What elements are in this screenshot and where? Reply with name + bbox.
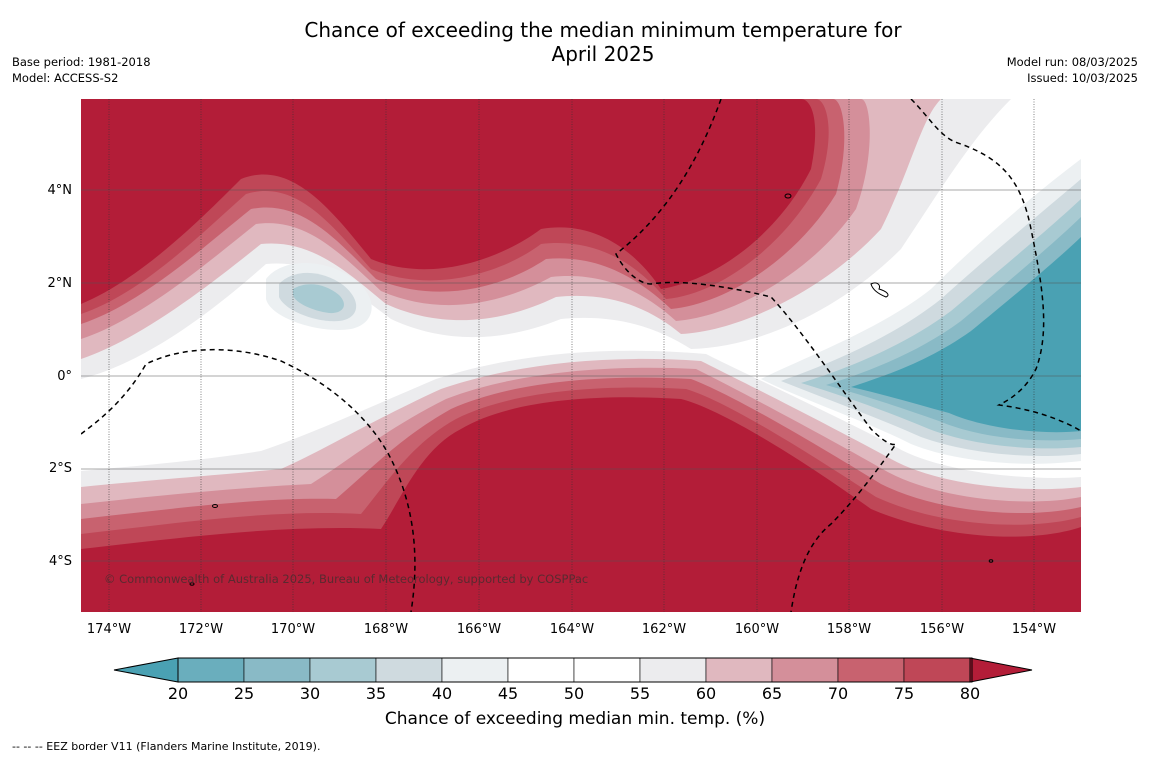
colorbar-cells bbox=[113, 657, 1033, 683]
colorbar-cell bbox=[177, 657, 245, 683]
lon-label-170w: 170°W bbox=[270, 622, 316, 637]
base-period: Base period: 1981-2018 bbox=[12, 55, 151, 69]
colorbar-frame bbox=[177, 657, 973, 683]
colorbar-tick-65: 65 bbox=[761, 684, 783, 703]
colorbar-cell bbox=[243, 657, 311, 683]
colorbar-tick-75: 75 bbox=[893, 684, 915, 703]
colorbar-tick-80: 80 bbox=[959, 684, 981, 703]
islands bbox=[189, 193, 994, 586]
title-line-2: April 2025 bbox=[551, 42, 655, 66]
colorbar-tick-40: 40 bbox=[431, 684, 453, 703]
colorbar-cell bbox=[705, 657, 773, 683]
model-run-date: Model run: 08/03/2025 bbox=[1006, 55, 1138, 69]
colorbar-cell bbox=[771, 657, 839, 683]
meridians bbox=[108, 99, 1035, 612]
lon-label-164w: 164°W bbox=[549, 622, 595, 637]
region-30-west bbox=[293, 284, 344, 314]
colorbar-title: Chance of exceeding median min. temp. (%… bbox=[384, 709, 766, 729]
run-info: Model run: 08/03/2025 Issued: 10/03/2025 bbox=[1007, 54, 1138, 86]
issued-date: Issued: 10/03/2025 bbox=[1027, 71, 1138, 85]
region-20-minus bbox=[851, 237, 1081, 433]
colorbar-tick-25: 25 bbox=[233, 684, 255, 703]
lon-label-156w: 156°W bbox=[919, 622, 965, 637]
colorbar-tick-45: 45 bbox=[497, 684, 519, 703]
colorbar bbox=[113, 657, 1033, 683]
lon-label-160w: 160°W bbox=[734, 622, 780, 637]
colorbar-tick-70: 70 bbox=[827, 684, 849, 703]
eez-borders bbox=[81, 99, 1081, 612]
colorbar-extend-low bbox=[113, 657, 179, 683]
map-title: Chance of exceeding the median minimum t… bbox=[0, 18, 1150, 66]
colorbar-cell bbox=[441, 657, 509, 683]
colorbar-tick-20: 20 bbox=[167, 684, 189, 703]
lon-label-154w: 154°W bbox=[1011, 622, 1057, 637]
colorbar-tick-60: 60 bbox=[695, 684, 717, 703]
eez-footnote: -- -- -- EEZ border V11 (Flanders Marine… bbox=[12, 740, 321, 753]
colorbar-cell bbox=[309, 657, 377, 683]
colorbar-tick-30: 30 bbox=[299, 684, 321, 703]
model-info: Base period: 1981-2018 Model: ACCESS-S2 bbox=[12, 54, 151, 86]
lon-label-162w: 162°W bbox=[641, 622, 687, 637]
lat-label-4s: 4°S bbox=[48, 554, 72, 569]
lon-label-172w: 172°W bbox=[178, 622, 224, 637]
colorbar-cell bbox=[639, 657, 707, 683]
lon-label-158w: 158°W bbox=[826, 622, 872, 637]
lat-label-2s: 2°S bbox=[48, 461, 72, 476]
colorbar-cell bbox=[573, 657, 641, 683]
colorbar-cell bbox=[837, 657, 905, 683]
colorbar-extend-high bbox=[969, 657, 1033, 683]
colorbar-tick-35: 35 bbox=[365, 684, 387, 703]
title-line-1: Chance of exceeding the median minimum t… bbox=[304, 18, 902, 42]
lon-label-166w: 166°W bbox=[456, 622, 502, 637]
lat-label-equator: 0° bbox=[57, 369, 72, 384]
colorbar-tick-55: 55 bbox=[629, 684, 651, 703]
colorbar-cell bbox=[507, 657, 575, 683]
lat-label-2n: 2°N bbox=[47, 276, 73, 291]
map-canvas bbox=[81, 99, 1081, 612]
model-name: Model: ACCESS-S2 bbox=[12, 71, 119, 85]
lat-label-4n: 4°N bbox=[47, 183, 73, 198]
colorbar-tick-50: 50 bbox=[563, 684, 585, 703]
copyright-notice: © Commonwealth of Australia 2025, Bureau… bbox=[104, 572, 589, 586]
probability-map bbox=[81, 99, 1081, 612]
colorbar-cell bbox=[903, 657, 971, 683]
lon-label-174w: 174°W bbox=[86, 622, 132, 637]
colorbar-cell bbox=[375, 657, 443, 683]
graticule bbox=[81, 189, 1081, 562]
lon-label-168w: 168°W bbox=[363, 622, 409, 637]
